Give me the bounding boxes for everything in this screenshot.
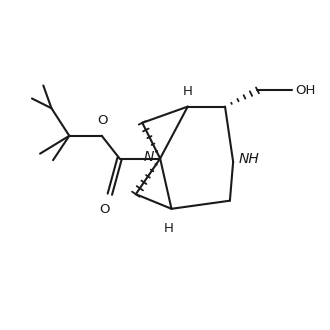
Text: NH: NH bbox=[239, 152, 260, 166]
Text: H: H bbox=[183, 84, 193, 98]
Text: N: N bbox=[144, 150, 154, 164]
Text: O: O bbox=[99, 203, 109, 216]
Text: O: O bbox=[97, 115, 108, 127]
Text: H: H bbox=[163, 222, 173, 235]
Text: OH: OH bbox=[295, 84, 316, 97]
